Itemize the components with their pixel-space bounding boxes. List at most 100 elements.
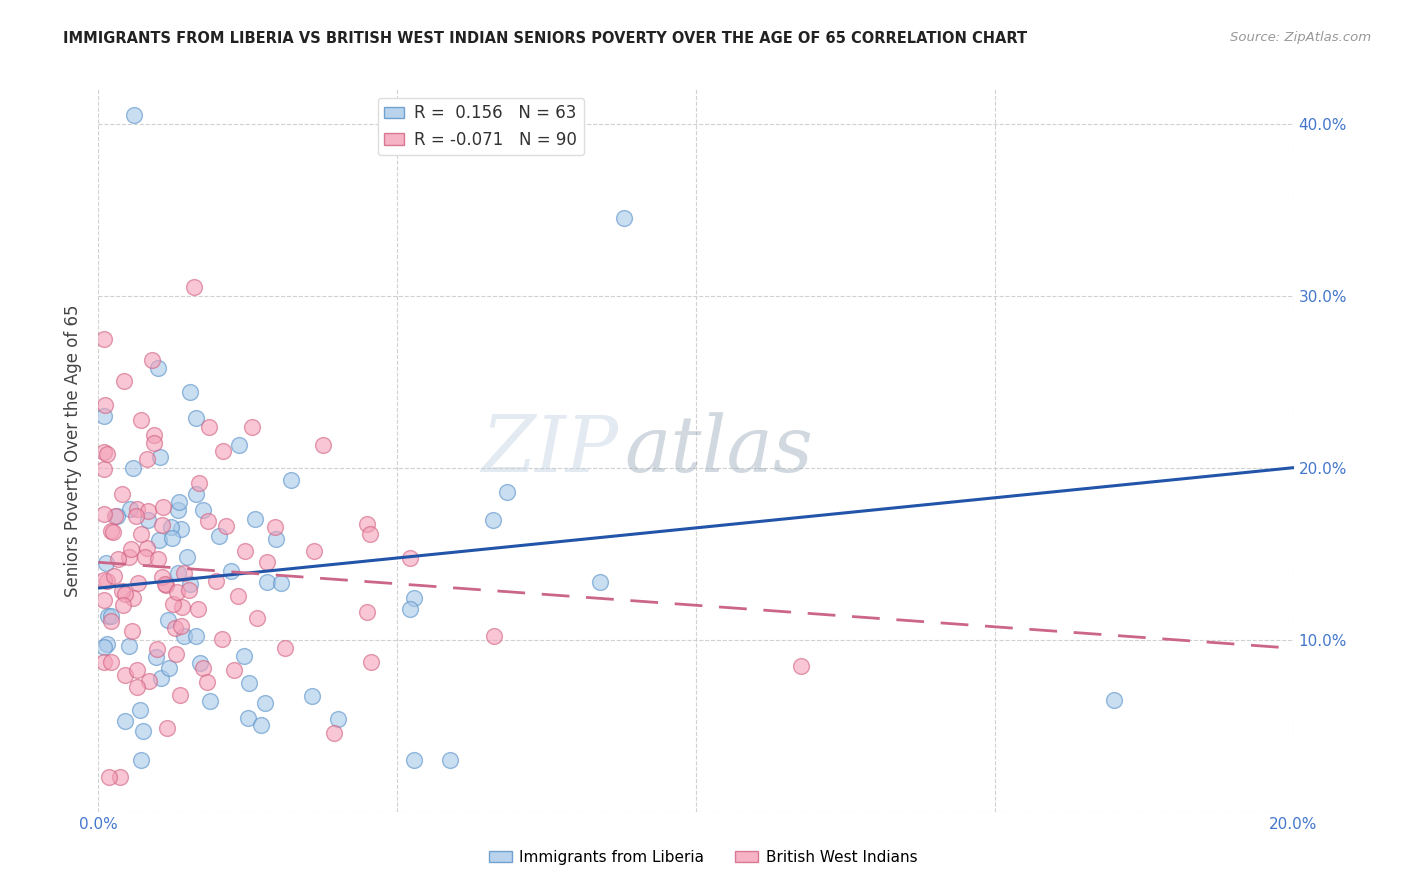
Point [243, 511, 266, 525]
Point [138, 673, 160, 688]
Point [118, 549, 141, 564]
Point [232, 648, 254, 663]
Point [179, 577, 201, 591]
Point [93, 409, 115, 424]
Point [96, 447, 118, 461]
Point [280, 473, 302, 487]
Point [166, 566, 188, 580]
Point [224, 664, 246, 678]
Point [256, 575, 278, 590]
Point [93, 593, 115, 607]
Point [482, 629, 505, 643]
Point [100, 609, 122, 624]
Point [127, 664, 149, 678]
Point [108, 770, 131, 784]
Point [96, 574, 118, 588]
Point [155, 578, 177, 592]
Point [142, 427, 165, 442]
Point [246, 611, 269, 625]
Point [111, 583, 134, 598]
Legend: Immigrants from Liberia, British West Indians: Immigrants from Liberia, British West In… [482, 844, 924, 871]
Point [111, 598, 134, 612]
Point [173, 629, 195, 643]
Point [359, 527, 381, 541]
Point [96, 637, 118, 651]
Point [311, 437, 333, 451]
Text: IMMIGRANTS FROM LIBERIA VS BRITISH WEST INDIAN SENIORS POVERTY OVER THE AGE OF 6: IMMIGRANTS FROM LIBERIA VS BRITISH WEST … [63, 31, 1028, 46]
Point [97, 608, 120, 623]
Point [173, 566, 195, 581]
Point [169, 688, 191, 702]
Point [170, 599, 193, 614]
Point [105, 508, 128, 523]
Point [157, 613, 180, 627]
Point [211, 443, 233, 458]
Point [143, 436, 166, 450]
Point [193, 661, 215, 675]
Point [150, 570, 173, 584]
Point [136, 451, 159, 466]
Point [211, 632, 233, 647]
Point [93, 445, 115, 459]
Point [188, 657, 211, 671]
Text: atlas: atlas [624, 412, 813, 489]
Point [184, 486, 207, 500]
Point [146, 641, 169, 656]
Point [166, 585, 188, 599]
Point [162, 597, 184, 611]
Point [134, 550, 156, 565]
Point [264, 520, 287, 534]
Point [159, 520, 181, 534]
Point [219, 564, 242, 578]
Point [145, 650, 167, 665]
Point [356, 605, 378, 619]
Point [233, 543, 256, 558]
Point [157, 661, 180, 675]
Point [100, 615, 122, 629]
Point [177, 583, 200, 598]
Point [184, 410, 207, 425]
Point [170, 619, 193, 633]
Point [264, 533, 287, 547]
Point [121, 624, 143, 639]
Point [125, 680, 148, 694]
Point [356, 517, 378, 532]
Text: Source: ZipAtlas.com: Source: ZipAtlas.com [1230, 31, 1371, 45]
Point [93, 333, 115, 347]
Point [179, 384, 201, 399]
Point [790, 659, 813, 673]
Point [205, 574, 228, 588]
Point [136, 513, 159, 527]
Point [152, 500, 174, 515]
Point [114, 587, 136, 601]
Point [114, 714, 136, 729]
Point [256, 555, 278, 569]
Point [135, 541, 157, 555]
Point [322, 726, 344, 740]
Point [1104, 693, 1126, 707]
Point [215, 519, 238, 533]
Point [93, 462, 115, 476]
Point [270, 575, 292, 590]
Point [197, 514, 219, 528]
Point [198, 693, 221, 707]
Point [94, 556, 117, 570]
Point [236, 711, 259, 725]
Point [613, 211, 636, 226]
Point [188, 475, 211, 490]
Point [111, 487, 134, 501]
Point [208, 529, 231, 543]
Point [138, 504, 160, 518]
Point [165, 621, 187, 635]
Point [132, 724, 155, 739]
Point [100, 524, 122, 538]
Point [160, 531, 183, 545]
Point [100, 656, 122, 670]
Point [114, 668, 136, 682]
Point [170, 522, 193, 536]
Point [228, 438, 250, 452]
Point [183, 280, 205, 294]
Point [402, 591, 425, 606]
Point [101, 524, 124, 539]
Point [149, 450, 172, 465]
